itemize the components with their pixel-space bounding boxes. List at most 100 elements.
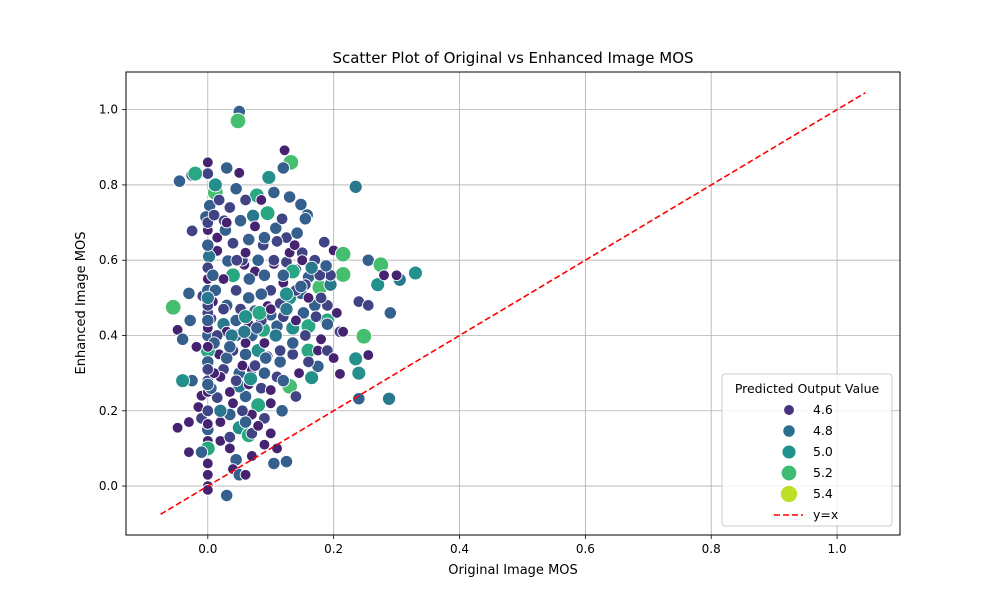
legend-marker [782, 424, 796, 438]
x-tick-label: 0.4 [450, 542, 469, 556]
scatter-point [194, 445, 209, 459]
legend-title: Predicted Output Value [735, 381, 880, 396]
scatter-point [264, 303, 277, 315]
scatter-point [239, 246, 252, 259]
reference-line-y-equals-x [160, 92, 866, 515]
scatter-point [250, 321, 264, 335]
scatter-point [304, 260, 319, 275]
scatter-point [255, 194, 268, 206]
scatter-point [183, 416, 195, 428]
scatter-point [267, 185, 281, 200]
scatter-point [233, 214, 248, 228]
scatter-point [275, 212, 289, 226]
legend-marker [783, 404, 795, 416]
scatter-point [286, 348, 300, 361]
scatter-point [230, 253, 244, 267]
scatter-point [239, 468, 252, 481]
scatter-point [302, 292, 315, 304]
legend-label: 5.0 [813, 444, 833, 459]
scatter-point [261, 169, 277, 185]
scatter-point [408, 265, 423, 281]
scatter-point [201, 238, 215, 252]
scatter-point [229, 374, 243, 387]
scatter-point [223, 340, 237, 354]
legend: Predicted Output Value 4.6 4.8 5.0 5.2 5.4 y=… [721, 373, 893, 527]
scatter-point [217, 302, 230, 316]
scatter-point [237, 324, 252, 339]
scatter-point [201, 313, 215, 328]
scatter-point [201, 457, 214, 470]
scatter-point [233, 167, 246, 179]
scatter-point [175, 373, 191, 389]
scatter-point [327, 352, 340, 364]
scatter-point [239, 193, 252, 207]
scatter-point [246, 208, 261, 223]
legend-label: 5.4 [813, 486, 833, 501]
scatter-point [224, 328, 239, 343]
scatter-point [172, 174, 187, 188]
scatter-point [370, 277, 386, 293]
x-tick-label: 0.2 [324, 542, 343, 556]
scatter-point [217, 273, 230, 285]
legend-box [721, 373, 893, 527]
scatter-point [206, 268, 220, 282]
x-tick-label: 1.0 [828, 542, 847, 556]
scatter-point [212, 193, 226, 207]
scatter-point [242, 272, 256, 286]
scatter-point [348, 351, 364, 367]
scatter-point [279, 454, 294, 469]
legend-label: y=x [813, 507, 838, 522]
scatter-point [290, 226, 304, 240]
scatter-point [330, 307, 343, 319]
scatter-point [210, 391, 224, 404]
scatter-point [248, 359, 262, 372]
legend-label: 4.6 [813, 402, 833, 417]
scatter-point [185, 224, 199, 238]
scatter-point [242, 291, 256, 305]
scatter-point [252, 419, 264, 432]
y-tick-label: 0.6 [99, 253, 118, 267]
reference-line-layer [160, 92, 866, 515]
scatter-point [182, 286, 196, 300]
scatter-point [273, 355, 287, 369]
scatter-point [257, 268, 272, 282]
grid-lines [126, 72, 900, 535]
scatter-point [201, 156, 214, 169]
scatter-point [362, 349, 375, 361]
scatter-point [298, 212, 312, 226]
scatter-point [267, 253, 281, 267]
scatter-point [200, 290, 215, 305]
scatter-point [250, 397, 266, 413]
scatter-point [223, 442, 236, 455]
scatter-point [236, 359, 249, 372]
y-tick-label: 0.2 [99, 404, 118, 418]
scatter-point [229, 284, 243, 297]
scatter-point [278, 144, 291, 157]
scatter-point [296, 306, 311, 320]
scatter-point [264, 427, 277, 440]
scatter-point [251, 305, 268, 321]
scatter-point [254, 287, 268, 301]
scatter-point [190, 340, 203, 353]
scatter-point [334, 266, 352, 283]
scatter-point [214, 416, 227, 428]
scatter-point [282, 190, 297, 204]
scatter-point [207, 177, 223, 193]
scatter-point [352, 392, 366, 406]
scatter-point [164, 299, 182, 316]
scatter-point [293, 367, 305, 379]
legend-marker [781, 444, 797, 460]
scatter-point [296, 254, 309, 267]
scatter-point [220, 216, 233, 229]
scatter-point [378, 269, 390, 282]
scatter-point [201, 404, 215, 418]
scatter-point [183, 446, 195, 459]
scatter-point [220, 351, 234, 365]
scatter-point [309, 310, 323, 323]
scatter-point [223, 430, 237, 444]
scatter-point [238, 389, 253, 404]
scatter-point [258, 337, 271, 349]
scatter-point [276, 374, 290, 388]
x-tick-label: 0.6 [576, 542, 595, 556]
